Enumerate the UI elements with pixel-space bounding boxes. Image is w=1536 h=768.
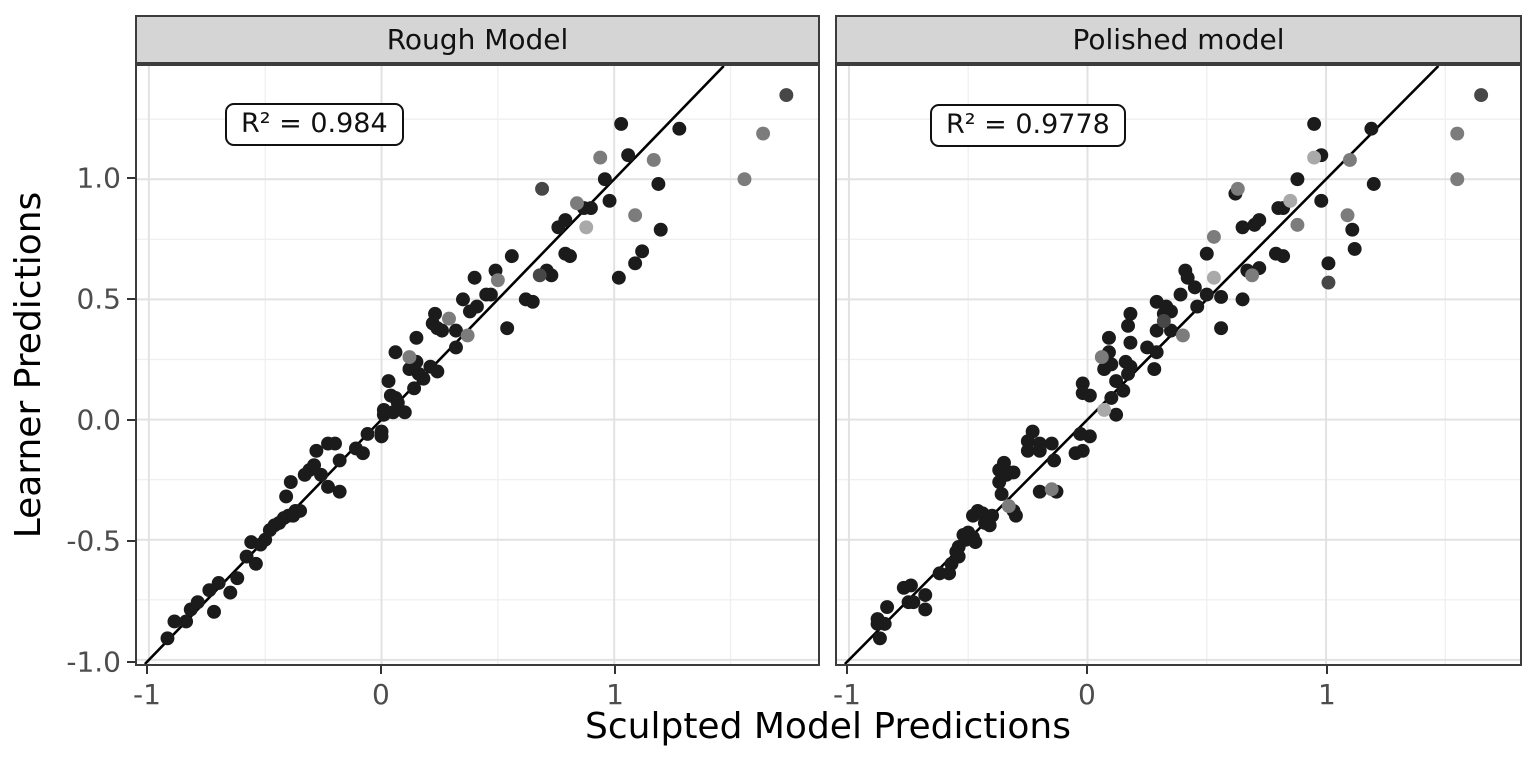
y-tick-label: -0.5 bbox=[66, 524, 121, 558]
y-tick-label: 0.5 bbox=[76, 282, 121, 316]
y-tick-mark bbox=[127, 660, 135, 663]
x-tick-mark bbox=[1325, 666, 1328, 674]
x-tick-label: 0 bbox=[1078, 678, 1096, 711]
x-tick-label: -1 bbox=[833, 678, 861, 711]
y-tick-label: 0.0 bbox=[76, 403, 121, 437]
x-tick-mark bbox=[379, 666, 382, 674]
x-axis-title: Sculpted Model Predictions bbox=[585, 706, 1071, 747]
r-squared-label: R² = 0.984 bbox=[225, 103, 404, 146]
x-tick-label: -1 bbox=[132, 678, 161, 711]
y-axis-title: Learner Predictions bbox=[8, 191, 49, 539]
dark-gray-points bbox=[1156, 88, 1489, 328]
identity-line bbox=[843, 66, 1440, 664]
panel-polished-model: R² = 0.9778 bbox=[835, 64, 1522, 666]
y-tick-mark bbox=[127, 539, 135, 542]
scatter-plot bbox=[137, 66, 818, 664]
points bbox=[160, 88, 794, 646]
y-tick-mark bbox=[127, 418, 135, 421]
x-tick-mark bbox=[1085, 666, 1088, 674]
x-tick-mark bbox=[145, 666, 148, 674]
major-gridlines bbox=[837, 66, 1520, 664]
dark-gray-points bbox=[532, 88, 794, 283]
minor-gridlines bbox=[837, 66, 1520, 664]
minor-gridlines bbox=[137, 66, 818, 664]
r-squared-label: R² = 0.9778 bbox=[930, 104, 1126, 147]
light-gray-points bbox=[1097, 150, 1322, 417]
facet-strip-rough-model: Rough Model bbox=[135, 15, 820, 64]
black-points bbox=[870, 116, 1381, 646]
gray-points bbox=[402, 126, 771, 365]
facet-label: Polished model bbox=[1072, 23, 1285, 56]
facet-label: Rough Model bbox=[386, 23, 569, 56]
facet-strip-polished-model: Polished model bbox=[835, 15, 1522, 64]
y-tick-mark bbox=[127, 297, 135, 300]
major-gridlines bbox=[137, 66, 818, 664]
x-tick-mark bbox=[845, 666, 848, 674]
scatter-plot bbox=[837, 66, 1520, 664]
x-tick-mark bbox=[613, 666, 616, 674]
gray-points bbox=[1001, 126, 1465, 514]
y-tick-mark bbox=[127, 176, 135, 179]
light-gray-points bbox=[579, 220, 594, 235]
points bbox=[870, 88, 1489, 646]
x-tick-label: 1 bbox=[606, 678, 624, 711]
y-tick-label: 1.0 bbox=[76, 161, 121, 195]
panel-rough-model: R² = 0.984 bbox=[135, 64, 820, 666]
black-points bbox=[160, 116, 687, 646]
x-tick-label: 0 bbox=[372, 678, 390, 711]
y-tick-label: -1.0 bbox=[66, 645, 121, 679]
x-tick-label: 1 bbox=[1317, 678, 1336, 711]
